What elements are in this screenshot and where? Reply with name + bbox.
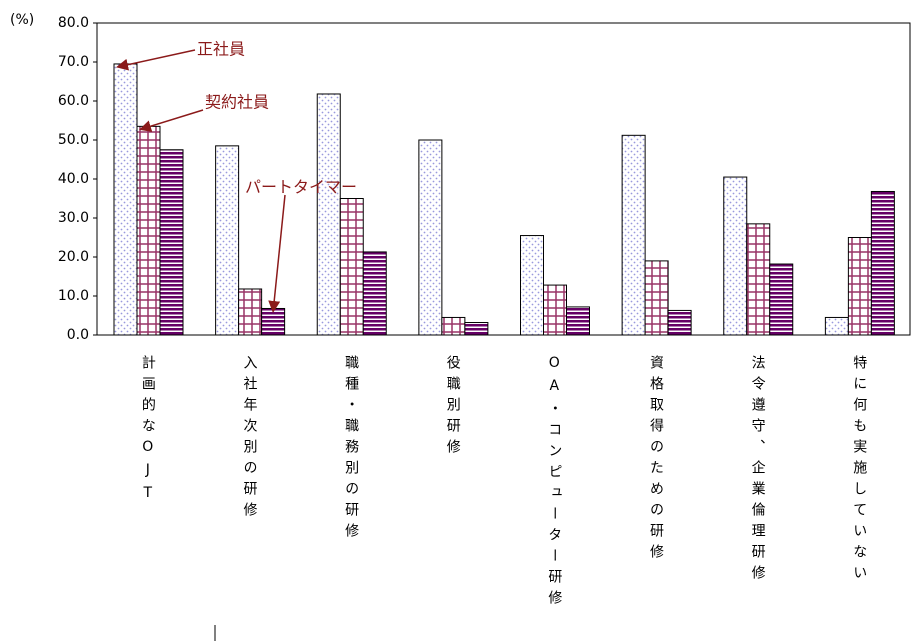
x-tick-label: 特に何も実施していない (851, 355, 867, 586)
y-tick-label: 20.0 (58, 249, 89, 265)
bar (238, 288, 263, 336)
y-tick-label: 0.0 (67, 327, 89, 343)
bar (113, 63, 138, 336)
y-tick-label: 50.0 (58, 132, 89, 148)
bar (667, 309, 692, 336)
x-tick-label: 入社年次別の研修 (241, 355, 257, 523)
annotation-arrow (268, 194, 286, 313)
legend-label: 正社員 (197, 40, 245, 59)
x-tick-label: 計画的なOJT (140, 355, 156, 508)
bar (824, 316, 849, 336)
unit-label: (%) (10, 12, 34, 28)
x-tick-label: 職種・職務別の研修 (343, 355, 359, 544)
x-tick-label: OA・コンピューター研修 (546, 355, 562, 611)
y-tick-label: 10.0 (58, 288, 89, 304)
bar (316, 93, 341, 336)
bar (543, 284, 567, 336)
bar (441, 316, 466, 336)
annotation-arrow (139, 109, 204, 132)
bar (159, 149, 184, 336)
bar (520, 235, 544, 336)
x-tick-label: 法令遵守、企業倫理研修 (750, 355, 766, 586)
bar (464, 322, 489, 336)
bar (644, 260, 669, 336)
bar (769, 263, 794, 336)
y-tick-label: 60.0 (58, 93, 89, 109)
x-tick-label: 役職別研修 (445, 355, 461, 460)
bar (847, 237, 872, 336)
annotation-arrow (116, 49, 196, 71)
bar (261, 307, 286, 336)
plot-frame (96, 22, 911, 336)
y-tick-label: 40.0 (58, 171, 89, 187)
bar (215, 145, 240, 336)
y-tick-label: 80.0 (58, 15, 89, 31)
bar (339, 198, 364, 336)
legend-label: 契約社員 (205, 93, 269, 112)
x-tick-label: 資格取得のための研修 (648, 355, 664, 565)
bar (362, 251, 387, 336)
bar (418, 139, 443, 336)
bar (870, 190, 895, 336)
bar (136, 125, 161, 336)
bar (746, 223, 771, 336)
bar (566, 306, 590, 336)
y-tick-label: 70.0 (58, 54, 89, 70)
bar (723, 176, 748, 336)
legend-label: パートタイマー (245, 178, 357, 197)
y-tick-label: 30.0 (58, 210, 89, 226)
bar (621, 134, 646, 336)
